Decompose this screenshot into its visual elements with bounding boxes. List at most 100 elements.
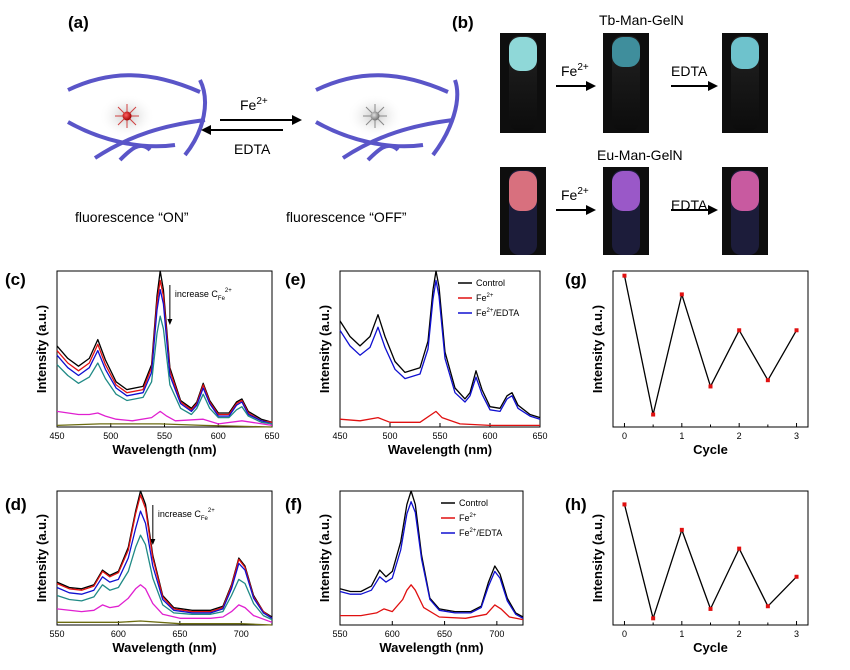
chart-d: 550 600 650 700 Wavelength (nm) Intensity (a.… (34, 490, 273, 655)
increase-annotation: increase CFe2+ (175, 288, 232, 302)
reverse-reagent: EDTA (234, 141, 271, 157)
x-tick-label: 2 (737, 431, 742, 441)
panel-label-d: (d) (5, 495, 27, 514)
x-tick-label: 550 (157, 431, 172, 441)
series-line-2 (339, 501, 524, 619)
series-line-2 (56, 510, 273, 619)
x-tick-label: 3 (794, 629, 799, 639)
series-line-0 (623, 504, 797, 619)
series-line-1 (339, 410, 540, 427)
x-tick-label: 650 (264, 431, 279, 441)
legend-entry: Control (459, 498, 488, 508)
state-on-label: fluorescence “ON” (75, 209, 189, 225)
data-point (765, 378, 770, 383)
data-point (622, 502, 627, 507)
x-tick-label: 650 (172, 629, 187, 639)
tb-step-fe: Fe2+ (561, 62, 589, 79)
plot-frame-f (339, 490, 524, 626)
series-line-4 (56, 584, 273, 623)
x-tick-label: 700 (489, 629, 504, 639)
lanthanide-ion-on (122, 111, 132, 121)
x-tick-label: 450 (332, 431, 347, 441)
series-line-1 (340, 584, 524, 621)
x-tick-label: 550 (49, 629, 64, 639)
series-line-1 (56, 494, 273, 619)
increase-arrowhead (150, 539, 156, 545)
data-point (737, 328, 742, 333)
increase-arrowhead (167, 319, 173, 325)
series-line-0 (339, 270, 541, 419)
x-tick-label: 0 (622, 431, 627, 441)
data-point (679, 292, 684, 297)
panel-label-g: (g) (565, 270, 587, 289)
series-line-5 (57, 620, 273, 626)
x-axis-label: Wavelength (nm) (112, 442, 216, 457)
data-point (622, 273, 627, 278)
x-tick-label: 1 (679, 629, 684, 639)
chart-g: 0 1 2 3 Cycle Intensity (a.u.) (590, 270, 809, 457)
legend-entry: Fe2+/EDTA (476, 308, 519, 318)
x-tick-label: 450 (49, 431, 64, 441)
series-line-0 (339, 490, 524, 618)
x-axis-label: Wavelength (nm) (388, 442, 492, 457)
series-line-3 (56, 315, 273, 425)
x-tick-label: 500 (103, 431, 118, 441)
panel-label-f: (f) (285, 495, 302, 514)
x-tick-label: 2 (737, 629, 742, 639)
x-tick-label: 600 (482, 431, 497, 441)
scheme-a: Fe2+ EDTA fluorescence “ON” fluorescence… (67, 73, 460, 225)
data-point (651, 616, 656, 621)
series-line-0 (56, 270, 273, 423)
legend-entry: Fe2+/EDTA (459, 528, 502, 538)
x-axis-label: Cycle (693, 442, 728, 457)
y-axis-label: Intensity (a.u.) (34, 305, 49, 393)
data-point (737, 546, 742, 551)
x-tick-label: 550 (332, 629, 347, 639)
series-line-2 (56, 289, 273, 425)
x-tick-label: 600 (111, 629, 126, 639)
y-axis-label: Intensity (a.u.) (590, 305, 605, 393)
lanthanide-ion-off (370, 111, 380, 121)
data-point (651, 412, 656, 417)
x-tick-label: 500 (382, 431, 397, 441)
plot-frame-h (612, 490, 809, 626)
series-line-5 (56, 423, 273, 428)
panel-label-h: (h) (565, 495, 587, 514)
x-tick-label: 600 (385, 629, 400, 639)
x-axis-label: Wavelength (nm) (112, 640, 216, 655)
panel-label-a: (a) (68, 13, 89, 32)
chart-e: 450 500 550 600 650 Wavelength (nm) Intensity … (317, 270, 548, 457)
x-axis-label: Wavelength (nm) (379, 640, 483, 655)
panel-label-e: (e) (285, 270, 306, 289)
y-axis-label: Intensity (a.u.) (317, 305, 332, 393)
data-point (765, 604, 770, 609)
y-axis-label: Intensity (a.u.) (590, 514, 605, 602)
legend-entry: Control (476, 278, 505, 288)
legend-entry: Fe2+ (459, 513, 477, 523)
x-tick-label: 1 (679, 431, 684, 441)
x-tick-label: 650 (437, 629, 452, 639)
tb-title: Tb-Man-GelN (599, 12, 684, 28)
x-tick-label: 650 (532, 431, 547, 441)
increase-annotation: increase CFe2+ (158, 508, 215, 522)
x-tick-label: 700 (234, 629, 249, 639)
data-point (794, 574, 799, 579)
gel-network-on (67, 73, 207, 162)
panel-label-c: (c) (5, 270, 26, 289)
chart-c: 450 500 550 600 650 Wavelength (nm) Intensity … (34, 270, 280, 457)
x-tick-label: 0 (622, 629, 627, 639)
eu-step-edta: EDTA (671, 197, 708, 213)
chart-h: 0 1 2 3 Cycle Intensity (a.u.) (590, 490, 809, 655)
series-line-3 (56, 534, 273, 621)
data-point (708, 384, 713, 389)
gel-network-off (315, 73, 460, 162)
x-tick-label: 550 (432, 431, 447, 441)
data-point (708, 606, 713, 611)
x-tick-label: 3 (794, 431, 799, 441)
eu-step-fe: Fe2+ (561, 186, 589, 203)
chart-f: 550 600 650 700 Wavelength (nm) Intensity (a.… (317, 490, 524, 655)
data-point (794, 328, 799, 333)
data-point (679, 527, 684, 532)
x-axis-label: Cycle (693, 640, 728, 655)
panel-label-b: (b) (452, 13, 474, 32)
